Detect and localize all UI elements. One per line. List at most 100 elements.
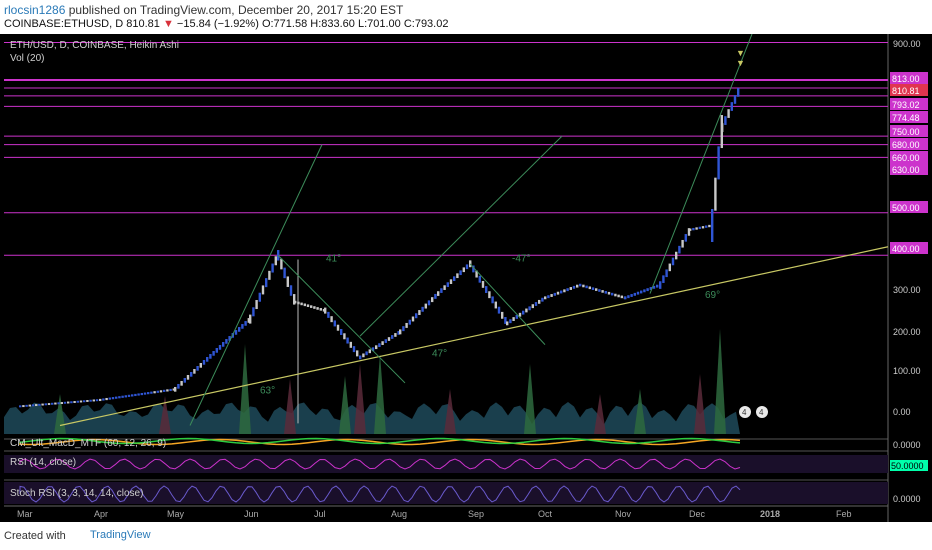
candle [238, 327, 241, 332]
candle [684, 234, 687, 242]
chart-svg[interactable]: 41° 63° 47° -47° 69° 900.00 813.00 810.81 793.02… [0, 33, 932, 522]
candle [668, 263, 671, 272]
x-tick: Sep [468, 509, 484, 519]
candle [391, 335, 394, 339]
footer: Created with TradingView [0, 522, 932, 550]
price-label: 630.00 [892, 165, 920, 175]
candle [35, 404, 38, 407]
candle [544, 296, 547, 300]
price-label-box [890, 151, 928, 163]
volume-spike [339, 376, 351, 434]
candle [708, 224, 711, 228]
candle [54, 402, 57, 405]
macd-line [19, 437, 741, 445]
candle [159, 390, 163, 393]
x-tick: Jun [244, 509, 259, 519]
candle [624, 296, 627, 300]
candle [241, 324, 244, 329]
candle [671, 257, 675, 266]
candle [51, 402, 54, 405]
candle [509, 319, 512, 324]
candle [228, 336, 231, 341]
candle [424, 303, 427, 309]
candle [92, 399, 95, 402]
candle [538, 299, 541, 304]
price-label: 750.00 [892, 127, 920, 137]
fan-line [469, 263, 546, 345]
candle [717, 146, 720, 180]
candle [346, 337, 349, 344]
candle [556, 291, 560, 295]
price-label: 810.81 [892, 86, 920, 96]
publish-header: rlocsin1286 published on TradingView.com… [0, 0, 932, 34]
fan-line [277, 254, 406, 384]
candle [268, 270, 271, 280]
legend-vol: Vol (20) [10, 53, 44, 64]
candle [534, 302, 538, 306]
candle [528, 306, 531, 311]
candle [541, 297, 544, 302]
badge-circle [739, 406, 751, 418]
price-label: 500.00 [892, 203, 920, 213]
candle [368, 349, 371, 354]
angle-label: 41° [326, 254, 341, 265]
candle [418, 310, 421, 315]
price-label: 900.00 [893, 39, 921, 49]
candle [472, 265, 475, 273]
x-tick: Nov [615, 509, 632, 519]
fan-line [359, 135, 563, 337]
candle [73, 401, 76, 403]
candle [234, 330, 238, 335]
candle [411, 316, 415, 322]
candle [478, 275, 481, 283]
candle [63, 401, 67, 404]
candle [553, 292, 556, 296]
candle [28, 404, 31, 407]
candle [19, 405, 22, 408]
candle [330, 316, 333, 323]
tradingview-logo[interactable]: TradingView [90, 529, 151, 541]
candle [397, 331, 400, 335]
candle [362, 353, 365, 358]
price-label: 100.00 [893, 366, 921, 376]
candle [453, 276, 456, 282]
candle [727, 109, 730, 118]
candle [202, 360, 206, 365]
candle [560, 290, 563, 294]
candle [38, 403, 41, 406]
price-label-box [890, 111, 928, 123]
author-link[interactable]: rlocsin1286 [4, 3, 66, 17]
price-change: −15.84 (−1.92%) [176, 18, 259, 30]
stoch-line [19, 485, 741, 503]
candle [506, 321, 509, 326]
candle [518, 312, 522, 317]
volume-spike [354, 364, 366, 434]
candle [614, 293, 617, 297]
legend-rsi: RSI (14, close) [10, 457, 76, 468]
candle [76, 400, 79, 403]
candle [595, 288, 598, 291]
candle [150, 391, 153, 394]
price-label-box [890, 84, 928, 96]
candle [147, 392, 150, 395]
x-tick: Oct [538, 509, 553, 519]
price-label-box [890, 125, 928, 137]
candle [488, 291, 491, 299]
candle [633, 292, 636, 296]
chart-area[interactable]: 41° 63° 47° -47° 69° 900.00 813.00 810.81 793.02… [0, 33, 932, 522]
candle [316, 307, 319, 310]
candle [274, 256, 277, 266]
candle [415, 313, 418, 319]
candle [215, 348, 218, 353]
candle [294, 300, 297, 304]
candle [252, 307, 255, 317]
candle [218, 345, 222, 350]
candle [44, 403, 47, 406]
x-tick: Mar [17, 509, 33, 519]
candle [324, 307, 327, 314]
last-price: 810.81 [126, 18, 160, 30]
candle [193, 368, 196, 374]
candle [22, 405, 25, 408]
candle [475, 270, 478, 278]
candle [692, 227, 695, 231]
